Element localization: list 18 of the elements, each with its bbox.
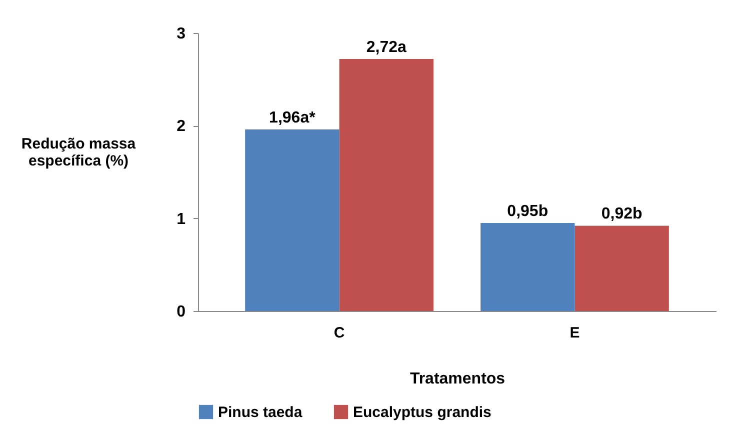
x-tick-label: C [334,324,345,342]
legend-label: Pinus taeda [218,404,303,421]
bar [480,222,575,311]
legend-label: Eucalyptus grandis [353,404,492,421]
bar [574,226,669,311]
y-axis-title: Redução massa específica (%) [21,136,136,170]
y-tick-label: 2 [176,118,186,136]
data-label: 2,72a [366,38,406,56]
bar [339,58,434,311]
y-tick-label: 3 [176,26,186,42]
data-label: 0,92b [601,206,642,223]
y-tick-label: 0 [176,304,186,320]
data-label: 1,96a* [269,109,316,126]
x-tick-label: E [570,324,580,342]
bar [245,129,340,311]
y-tick-label: 1 [176,210,186,228]
x-axis-title: Tratamentos [410,370,506,388]
data-label: 0,95b [507,202,548,220]
